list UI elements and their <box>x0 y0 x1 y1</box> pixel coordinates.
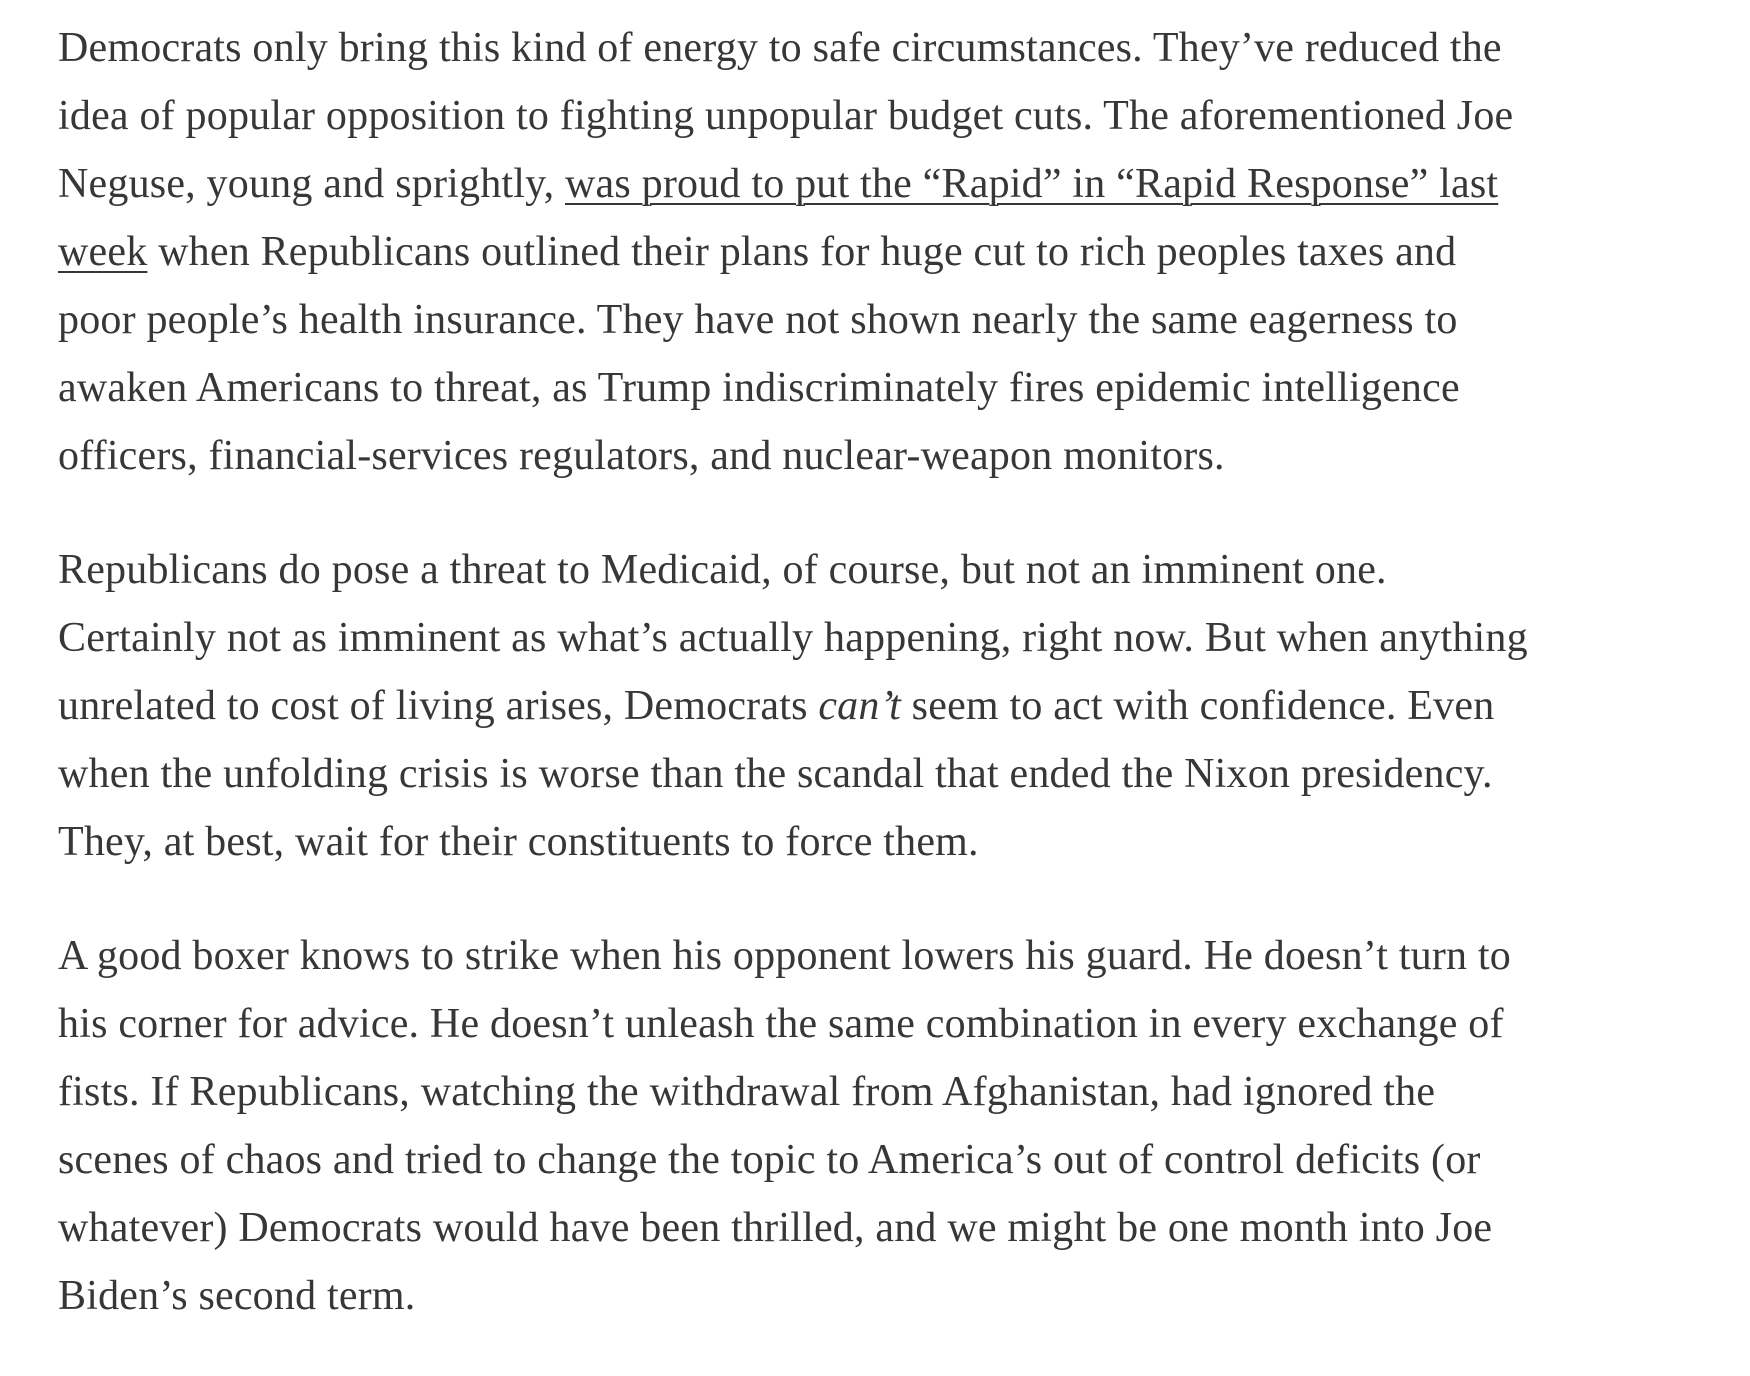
text-line: Republicans do pose a threat to Medicaid… <box>58 547 1387 593</box>
text-line: unrelated to cost of living arises, Demo… <box>58 672 1750 740</box>
text-line: awaken Americans to threat, as Trump ind… <box>58 365 1460 411</box>
text-segment: seem to act with confidence. Even <box>900 683 1495 729</box>
paragraph-3: A good boxer knows to strike when his op… <box>58 922 1750 1330</box>
text-line: Neguse, young and sprightly, was proud t… <box>58 150 1750 218</box>
text-line: scenes of chaos and tried to change the … <box>58 1137 1481 1183</box>
text-line: idea of popular opposition to fighting u… <box>58 93 1514 139</box>
text-segment: when Republicans outlined their plans fo… <box>147 229 1457 275</box>
text-line: officers, financial-services regulators,… <box>58 433 1225 479</box>
text-line: They, at best, wait for their constituen… <box>58 819 979 865</box>
paragraph-1: Democrats only bring this kind of energy… <box>58 14 1750 490</box>
text-line: Certainly not as imminent as what’s actu… <box>58 615 1528 661</box>
text-line: whatever) Democrats would have been thri… <box>58 1205 1493 1251</box>
text-line: when the unfolding crisis is worse than … <box>58 751 1493 797</box>
text-line: A good boxer knows to strike when his op… <box>58 933 1511 979</box>
text-segment: Neguse, young and sprightly, <box>58 161 566 207</box>
text-line: Biden’s second term. <box>58 1273 416 1319</box>
text-line: his corner for advice. He doesn’t unleas… <box>58 1001 1504 1047</box>
text-line: poor people’s health insurance. They hav… <box>58 297 1458 343</box>
rapid-response-link-continued[interactable]: week <box>58 229 148 275</box>
text-line: Democrats only bring this kind of energy… <box>58 25 1502 71</box>
rapid-response-link[interactable]: was proud to put the “Rapid” in “Rapid R… <box>565 161 1499 207</box>
emphasis-text: can’t <box>818 683 901 729</box>
paragraph-2: Republicans do pose a threat to Medicaid… <box>58 536 1750 876</box>
article-body: Democrats only bring this kind of energy… <box>58 14 1750 1376</box>
text-line: fists. If Republicans, watching the with… <box>58 1069 1436 1115</box>
text-line: week when Republicans outlined their pla… <box>58 218 1750 286</box>
text-segment: unrelated to cost of living arises, Demo… <box>58 683 819 729</box>
